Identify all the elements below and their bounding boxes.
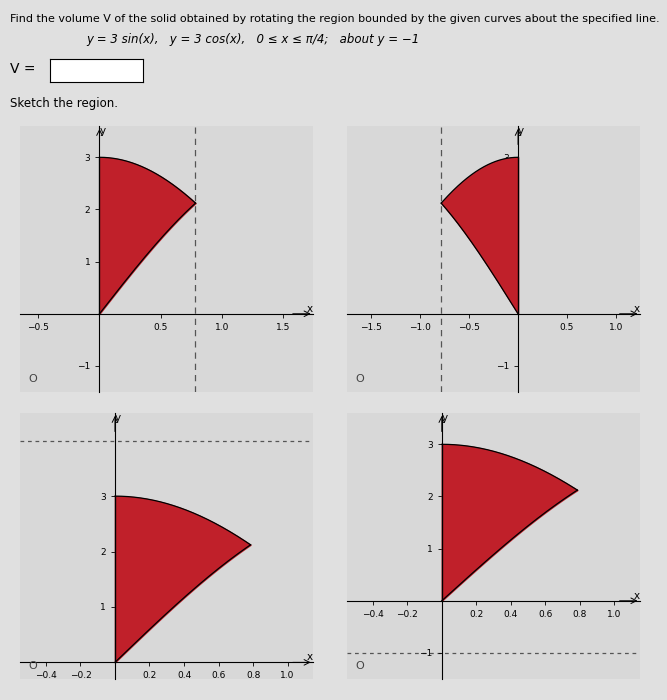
Text: Find the volume V of the solid obtained by rotating the region bounded by the gi: Find the volume V of the solid obtained … <box>10 14 660 24</box>
Text: y: y <box>115 413 121 424</box>
Text: Sketch the region.: Sketch the region. <box>10 97 118 110</box>
Text: y = 3 sin(x),   y = 3 cos(x),   0 ≤ x ≤ π/4;   about y = −1: y = 3 sin(x), y = 3 cos(x), 0 ≤ x ≤ π/4;… <box>87 33 420 46</box>
Text: y: y <box>99 126 105 136</box>
Text: x: x <box>634 304 640 314</box>
Text: x: x <box>307 652 313 662</box>
Text: O: O <box>29 374 37 384</box>
Text: O: O <box>29 661 37 671</box>
Text: O: O <box>356 661 364 671</box>
Text: y: y <box>518 126 524 136</box>
Text: V =: V = <box>10 62 35 76</box>
Text: O: O <box>356 374 364 384</box>
Text: x: x <box>634 591 640 601</box>
Text: y: y <box>442 413 448 424</box>
Text: x: x <box>307 304 313 314</box>
